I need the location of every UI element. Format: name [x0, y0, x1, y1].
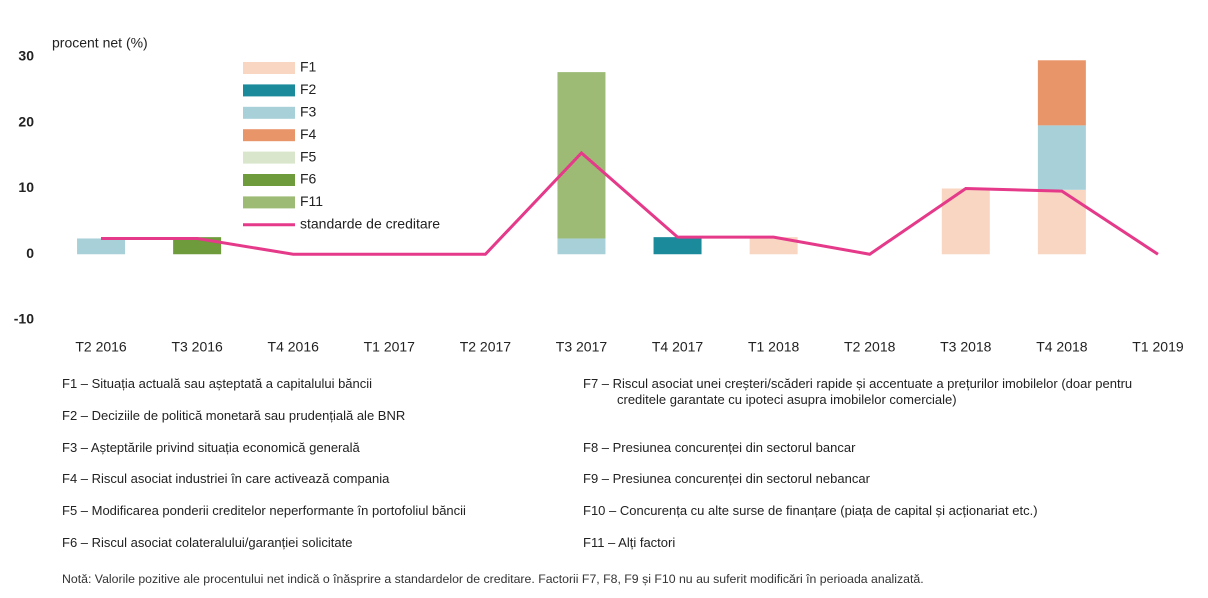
- bar-segment: [1037, 60, 1086, 126]
- legend-label: F3: [300, 104, 317, 120]
- x-tick-label: T1 2019: [1132, 339, 1184, 355]
- factor-item: F9 – Presiunea concurenței din sectorul …: [583, 471, 870, 487]
- legend-swatch: [243, 84, 295, 97]
- legend-swatch: [243, 151, 295, 164]
- x-tick-label: T3 2016: [171, 339, 223, 355]
- y-tick-label: -10: [14, 311, 34, 327]
- footnote: Notă: Valorile pozitive ale procentului …: [62, 572, 924, 586]
- x-tick-label: T2 2018: [844, 339, 896, 355]
- legend-label: F2: [300, 81, 317, 97]
- y-tick-label: 20: [18, 113, 34, 129]
- factor-item: F11 – Alți factori: [583, 534, 676, 550]
- y-tick-label: 0: [26, 245, 34, 261]
- x-tick-label: T4 2017: [652, 339, 704, 355]
- bar-segment: [749, 237, 798, 255]
- x-tick-label: T2 2016: [75, 339, 127, 355]
- chart: procent net (%) -10 0 10 20 30 T2 2016 T3 2016…: [14, 35, 1184, 355]
- x-tick-label: T2 2017: [460, 339, 512, 355]
- factor-item: F6 – Riscul asociat colateralului/garanț…: [62, 534, 353, 550]
- x-tick-label: T3 2017: [556, 339, 608, 355]
- legend-label: F5: [300, 148, 317, 164]
- x-tick-label: T1 2018: [748, 339, 800, 355]
- bar-segment: [77, 238, 126, 255]
- legend-swatch: [243, 62, 295, 74]
- y-tick-label: 10: [18, 179, 34, 195]
- factor-item: F10 – Concurența cu alte surse de finanț…: [583, 503, 1038, 519]
- bar-segment: [557, 72, 606, 239]
- factor-item: F8 – Presiunea concurenței din sectorul …: [583, 439, 856, 455]
- bar-segment: [557, 238, 606, 255]
- y-tick-label: 30: [18, 48, 34, 64]
- x-tick-label: T1 2017: [364, 339, 416, 355]
- factor-item: F7 – Riscul asociat unei creșteri/scăder…: [583, 376, 1133, 407]
- legend-swatch: [243, 174, 295, 186]
- factor-item: F1 – Situația actuală sau așteptată a ca…: [62, 376, 373, 391]
- factor-list: F7 – Riscul asociat unei creșteri/scăder…: [583, 370, 1168, 561]
- legend-label: F6: [300, 171, 317, 187]
- legend-swatch: [243, 129, 295, 142]
- bar-segment: [1037, 125, 1086, 190]
- line: [101, 150, 1159, 256]
- factor-item: F2 – Deciziile de politică monetară sau …: [62, 407, 406, 423]
- factor-item: F4 – Riscul asociat industriei în care a…: [62, 471, 390, 487]
- bar-segment: [1037, 189, 1086, 255]
- legend-label: F11: [300, 193, 323, 209]
- legend-swatch: [243, 196, 295, 209]
- bar-segment: [653, 237, 702, 255]
- legend-label: F4: [300, 126, 317, 142]
- legend-label: F1: [300, 59, 317, 75]
- y-axis-label: procent net (%): [52, 35, 148, 51]
- legend-swatch: [243, 106, 295, 119]
- factor-item: F5 – Modificarea ponderii creditelor nep…: [62, 503, 466, 519]
- x-tick-label: T4 2016: [268, 339, 320, 355]
- x-tick-label: T4 2018: [1036, 339, 1088, 355]
- factor-item: F3 – Așteptările privind situația econom…: [62, 439, 360, 455]
- x-tick-label: T3 2018: [940, 339, 992, 355]
- legend-label: standarde de creditare: [300, 216, 440, 232]
- factor-list: F1 – Situația actuală sau așteptată a ca…: [62, 370, 562, 561]
